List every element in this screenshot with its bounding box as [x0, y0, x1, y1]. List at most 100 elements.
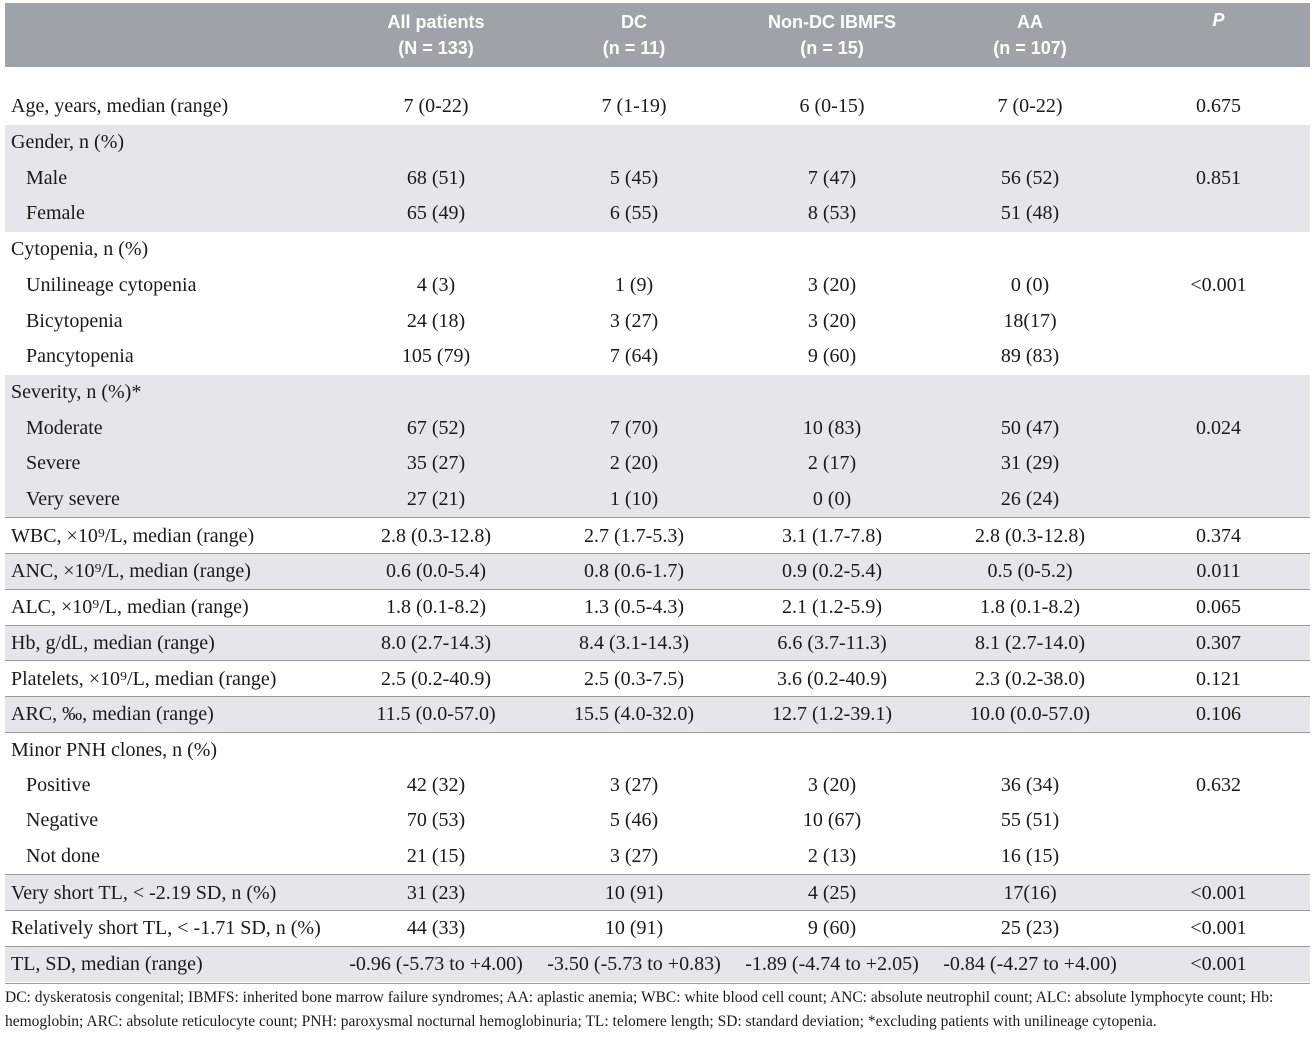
value-cell: 7 (70)	[609, 416, 659, 439]
row-label: Bicytopenia	[26, 309, 123, 332]
p-value: 0.632	[1196, 773, 1241, 796]
p-value: <0.001	[1190, 953, 1247, 976]
value-cell: 15.5 (4.0-32.0)	[574, 703, 694, 726]
footnote: DC: dyskeratosis congenital; IBMFS: inhe…	[5, 983, 1310, 1034]
value-cell: 65 (49)	[406, 202, 466, 225]
value-cell: 5 (45)	[609, 166, 659, 189]
value-cell: 8.1 (2.7-14.0)	[975, 631, 1085, 654]
value-cell: 2 (20)	[609, 452, 659, 475]
value-cell: 35 (27)	[406, 452, 466, 475]
value-cell: 10 (67)	[802, 809, 862, 832]
value-cell: 10 (91)	[604, 917, 664, 940]
value-cell: 0 (0)	[1010, 273, 1050, 296]
row-label: Male	[26, 166, 68, 189]
table-row: ALC, ×10⁹/L, median (range) 1.8 (0.1-8.2)…	[5, 588, 1310, 626]
row-label: ALC, ×10⁹/L, median (range)	[11, 596, 249, 619]
value-cell: 7 (0-22)	[403, 95, 469, 118]
row-label: WBC, ×10⁹/L, median (range)	[11, 524, 255, 547]
p-value: 0.011	[1196, 560, 1241, 583]
table-row: Pancytopenia 105 (79) 7 (64) 9 (60) 89 (83)	[5, 339, 1310, 375]
value-cell: -1.89 (-4.74 to +2.05)	[745, 953, 919, 976]
header-cell: P	[1129, 3, 1308, 33]
value-cell: 0.8 (0.6-1.7)	[584, 560, 684, 583]
value-cell: 3 (27)	[609, 773, 659, 796]
value-cell: 25 (23)	[1000, 917, 1060, 940]
value-cell: 1 (10)	[609, 488, 659, 511]
p-value: <0.001	[1190, 917, 1247, 940]
value-cell: 10.0 (0.0-57.0)	[970, 703, 1090, 726]
value-cell: 68 (51)	[406, 166, 466, 189]
header-cell: All patients (N = 133)	[337, 9, 535, 61]
row-label: Relatively short TL, < -1.71 SD, n (%)	[11, 917, 321, 940]
value-cell: -0.84 (-4.27 to +4.00)	[943, 953, 1117, 976]
table-row: Severe 35 (27) 2 (20) 2 (17) 31 (29)	[5, 446, 1310, 482]
value-cell: 9 (60)	[807, 917, 857, 940]
value-cell: 26 (24)	[1000, 488, 1060, 511]
value-cell: -0.96 (-5.73 to +4.00)	[349, 953, 523, 976]
value-cell: 7 (47)	[807, 166, 857, 189]
value-cell: 3.6 (0.2-40.9)	[777, 667, 887, 690]
value-cell: 51 (48)	[1000, 202, 1060, 225]
value-cell: 3 (27)	[609, 845, 659, 868]
table-row: Bicytopenia 24 (18) 3 (27) 3 (20) 18(17)	[5, 303, 1310, 339]
row-label: Cytopenia, n (%)	[11, 238, 149, 261]
value-cell: 2.8 (0.3-12.8)	[975, 524, 1085, 547]
value-cell: 31 (29)	[1000, 452, 1060, 475]
table-row: Not done 21 (15) 3 (27) 2 (13) 16 (15)	[5, 839, 1310, 875]
table-row: TL, SD, median (range) -0.96 (-5.73 to +4…	[5, 945, 1310, 983]
value-cell: 18(17)	[1003, 309, 1057, 332]
header-cell: AA (n = 107)	[931, 9, 1129, 61]
p-value: 0.851	[1196, 166, 1241, 189]
row-label: Moderate	[26, 416, 103, 439]
table-row: Female 65 (49) 6 (55) 8 (53) 51 (48)	[5, 196, 1310, 232]
row-label: Severity, n (%)*	[11, 380, 142, 403]
value-cell: 21 (15)	[406, 845, 466, 868]
header-text: (n = 107)	[993, 38, 1067, 58]
table-row: Male 68 (51) 5 (45) 7 (47) 56 (52) 0.851	[5, 160, 1310, 197]
value-cell: 10 (83)	[802, 416, 862, 439]
value-cell: 3 (27)	[609, 309, 659, 332]
value-cell: 17(16)	[1003, 881, 1057, 904]
value-cell: 4 (25)	[807, 881, 857, 904]
value-cell: 24 (18)	[406, 309, 466, 332]
table-row: Severity, n (%)*	[5, 374, 1310, 411]
value-cell: 3 (20)	[807, 273, 857, 296]
p-value: 0.675	[1196, 95, 1241, 118]
value-cell: 105 (79)	[401, 345, 471, 368]
value-cell: 2.3 (0.2-38.0)	[975, 667, 1085, 690]
value-cell: 0.6 (0.0-5.4)	[386, 560, 486, 583]
value-cell: 11.5 (0.0-57.0)	[376, 703, 496, 726]
value-cell: 3 (20)	[807, 309, 857, 332]
table-header: All patients (N = 133) DC (n = 11) Non-DC IB…	[5, 3, 1310, 67]
header-text: All patients	[387, 12, 485, 32]
row-label: TL, SD, median (range)	[11, 953, 203, 976]
row-label: Minor PNH clones, n (%)	[11, 738, 218, 761]
row-label: Very severe	[26, 488, 120, 511]
p-value: 0.307	[1196, 631, 1241, 654]
value-cell: 27 (21)	[406, 488, 466, 511]
table-row: Platelets, ×10⁹/L, median (range) 2.5 (0.…	[5, 660, 1310, 697]
value-cell: 1.8 (0.1-8.2)	[980, 596, 1080, 619]
p-value: 0.106	[1196, 703, 1241, 726]
value-cell: 0.9 (0.2-5.4)	[782, 560, 882, 583]
table-row: Hb, g/dL, median (range) 8.0 (2.7-14.3) 8.…	[5, 624, 1310, 662]
value-cell: 5 (46)	[609, 809, 659, 832]
row-label: Severe	[26, 452, 81, 475]
value-cell: -3.50 (-5.73 to +0.83)	[547, 953, 721, 976]
value-cell: 6.6 (3.7-11.3)	[777, 631, 887, 654]
table-row: Negative 70 (53) 5 (46) 10 (67) 55 (51)	[5, 803, 1310, 839]
table-row: WBC, ×10⁹/L, median (range) 2.8 (0.3-12.8…	[5, 517, 1310, 554]
row-label: Negative	[26, 809, 99, 832]
row-label: Not done	[26, 845, 100, 868]
value-cell: 4 (3)	[416, 273, 456, 296]
table-row: Minor PNH clones, n (%)	[5, 731, 1310, 769]
header-text: Non-DC IBMFS	[768, 12, 896, 32]
table-row: Moderate 67 (52) 7 (70) 10 (83) 50 (47) 0.024	[5, 410, 1310, 446]
p-value: <0.001	[1190, 881, 1247, 904]
value-cell: 89 (83)	[1000, 345, 1060, 368]
p-value: 0.024	[1196, 416, 1241, 439]
value-cell: 7 (0-22)	[997, 95, 1063, 118]
table-row: ARC, ‰, median (range) 11.5 (0.0-57.0) 15.…	[5, 695, 1310, 733]
value-cell: 6 (0-15)	[799, 95, 865, 118]
header-text: DC	[621, 12, 647, 32]
